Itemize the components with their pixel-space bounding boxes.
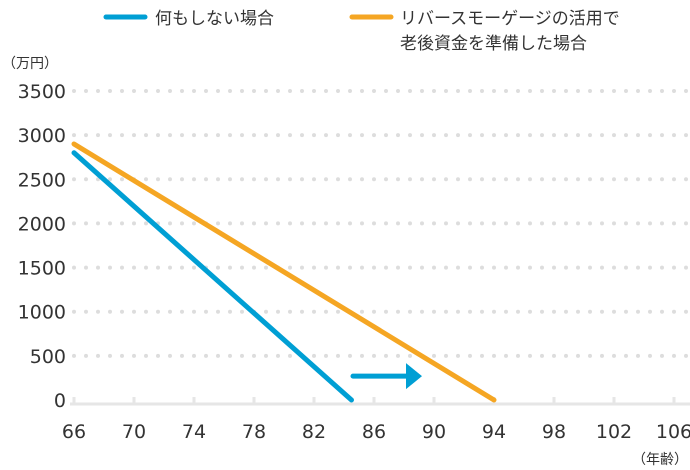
- legend-label-no-action: 何もしない場合: [155, 9, 274, 29]
- x-tick-label: 98: [542, 421, 566, 443]
- y-tick-label: 2500: [18, 169, 66, 191]
- y-axis-unit: （万円）: [2, 56, 58, 72]
- x-tick-label: 66: [62, 421, 86, 443]
- x-tick-label: 70: [122, 421, 146, 443]
- x-tick-label: 82: [302, 421, 326, 443]
- legend-label-reverse-mortgage-1: リバースモーゲージの活用で: [400, 9, 620, 29]
- x-axis-unit: （年齢）: [632, 452, 688, 468]
- x-tick-label: 90: [422, 421, 446, 443]
- y-tick-label: 1500: [18, 258, 66, 280]
- legend: 何もしない場合 リバースモーゲージの活用で 老後資金を準備した場合: [103, 9, 620, 54]
- y-tick-label: 1000: [18, 302, 66, 324]
- x-tick-label: 102: [596, 421, 632, 443]
- series-line-no-action: [71, 150, 354, 403]
- x-tick-label: 78: [242, 421, 266, 443]
- y-tick-label: 3500: [18, 81, 66, 103]
- x-tick-label: 86: [362, 421, 386, 443]
- legend-label-reverse-mortgage-2: 老後資金を準備した場合: [400, 34, 587, 54]
- x-tick-label: 74: [182, 421, 206, 443]
- y-tick-label: 3000: [18, 125, 66, 147]
- series-line-reverse-mortgage: [71, 141, 497, 403]
- x-tick-label: 94: [482, 421, 506, 443]
- arrow-head-icon: [406, 363, 422, 390]
- y-tick-label: 0: [54, 390, 66, 412]
- y-tick-label: 2000: [18, 213, 66, 235]
- y-tick-label: 500: [30, 346, 66, 368]
- x-tick-label: 106: [656, 421, 690, 443]
